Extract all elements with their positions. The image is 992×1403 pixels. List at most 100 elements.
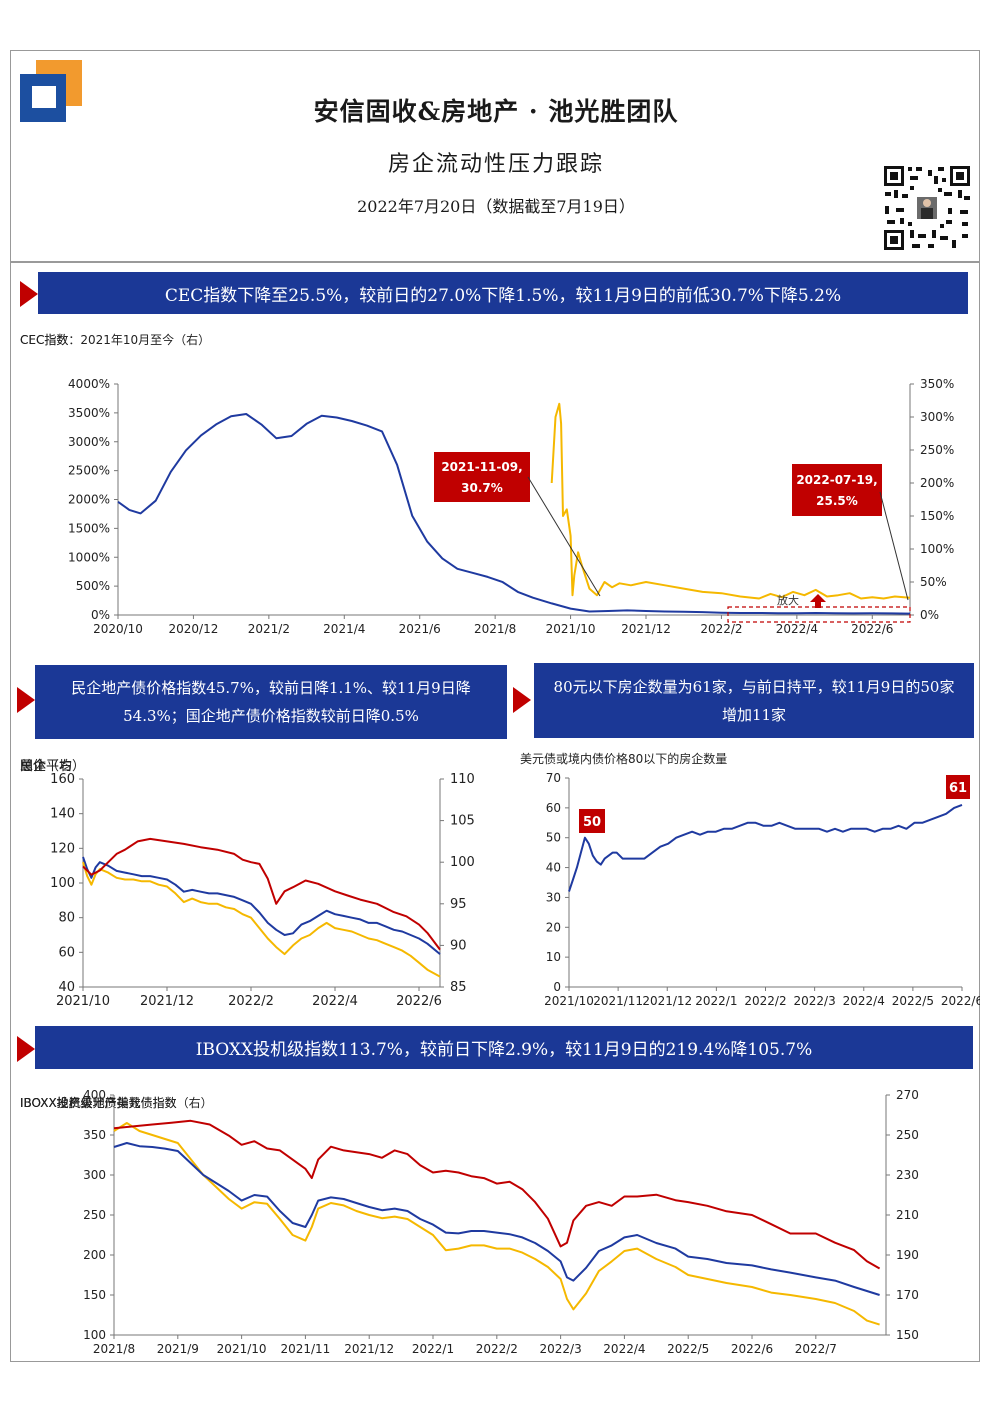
x-tick-label: 2021/8 (93, 1342, 135, 1356)
annotation-box-1 (579, 809, 605, 833)
y2-tick-label: 200% (920, 476, 954, 490)
banner-cec: CEC指数下降至25.5%，较前日的27.0%下降1.5%，较11月9日的前低3… (38, 272, 968, 314)
y-tick-label: 160 (50, 772, 75, 787)
x-tick-label: 2021/10 (217, 1342, 267, 1356)
y2-tick-label: 210 (896, 1208, 919, 1222)
x-tick-label: 2022/4 (776, 622, 818, 636)
y2-tick-label: 270 (896, 1088, 919, 1102)
y-tick-label: 1000% (68, 550, 110, 564)
legend-label: CEC指数：2021年10月至今（右） (20, 332, 210, 347)
x-tick-label: 2022/4 (603, 1342, 645, 1356)
series-line-1 (113, 1122, 880, 1326)
y-tick-label: 40 (546, 861, 561, 875)
report-subtitle: 房企流动性压力跟踪 (387, 152, 604, 177)
x-tick-label: 2021/9 (157, 1342, 199, 1356)
x-tick-label: 2021/10 (546, 622, 596, 636)
iboxx-chart: 400 350 300 250 200 150 100 270 250 230 210 190 170 1… (20, 1088, 919, 1356)
bond-price-chart: 160 140 120 100 80 60 40 110 105 100 95 90 85 2021/10… (20, 758, 475, 1009)
y2-tick-label: 250% (920, 443, 954, 457)
report-title: 安信固收&房地产 · 池光胜团队 (313, 97, 679, 126)
y2-tick-label: 105 (450, 814, 475, 829)
y-tick-label: 30 (546, 890, 561, 904)
y-tick-label: 1500% (68, 521, 110, 535)
y-tick-label: 350 (83, 1128, 106, 1142)
y-tick-label: 60 (58, 945, 75, 960)
y-tick-label: 20 (546, 920, 561, 934)
series-line-3 (113, 1119, 881, 1270)
series-line-1 (82, 856, 441, 955)
y2-tick-label: 95 (450, 897, 467, 912)
x-tick-label: 2022/5 (667, 1342, 709, 1356)
x-tick-label: 2022/1 (695, 994, 737, 1008)
y-tick-label: 250 (83, 1208, 106, 1222)
y-tick-label: 100 (50, 876, 75, 891)
x-tick-label: 2022/7 (795, 1342, 837, 1356)
x-tick-label: 2022/6 (941, 994, 980, 1008)
legend-label: 美元债或境内债价格80以下的房企数量 (520, 751, 727, 766)
series-line-2 (113, 1142, 880, 1296)
header-separator (10, 261, 980, 263)
series-line-2 (550, 402, 911, 600)
qr-code-icon (882, 164, 972, 252)
page-frame (10, 50, 980, 1362)
legend-label: IBOXX地产美元债指数 (20, 1095, 141, 1110)
legend-label: 总体平均 (20, 759, 72, 774)
banner-3-arrow-icon (513, 687, 531, 713)
cec-index-chart: 4000% 3500% 3000% 2500% 2000% 1500% 1000% 500% 0… (20, 332, 954, 636)
annotation-text: 30.7% (461, 481, 503, 495)
annotation-box-1 (434, 452, 530, 502)
y-tick-label: 400 (83, 1088, 106, 1102)
banner-iboxx: IBOXX投机级指数113.7%，较前日下降2.9%，较11月9日的219.4%… (35, 1026, 973, 1069)
x-tick-label: 2022/3 (794, 994, 836, 1008)
y-tick-label: 200 (83, 1248, 106, 1262)
y-tick-label: 3500% (68, 406, 110, 420)
series-line-1 (568, 803, 963, 892)
y-tick-label: 140 (50, 807, 75, 822)
annotation-leader-1 (527, 476, 601, 597)
y-tick-label: 80 (58, 911, 75, 926)
y-tick-label: 2500% (68, 464, 110, 478)
x-tick-label: 2022/5 (892, 994, 934, 1008)
annotation-box-2 (792, 464, 882, 516)
x-tick-label: 2022/6 (396, 994, 442, 1009)
y2-tick-label: 0% (920, 608, 939, 622)
y-tick-label: 40 (58, 980, 75, 995)
x-tick-label: 2021/8 (474, 622, 516, 636)
annotation-box-2 (946, 775, 970, 799)
x-tick-label: 2021/12 (140, 994, 194, 1009)
y2-tick-label: 300% (920, 410, 954, 424)
x-tick-label: 2022/1 (412, 1342, 454, 1356)
y-tick-label: 0 (553, 980, 561, 994)
legend-label: 民企 (20, 758, 46, 774)
banner-bond-price: 民企地产债价格指数45.7%，较前日降1.1%、较11月9日降54.3%；国企地… (35, 665, 507, 739)
y-tick-label: 4000% (68, 377, 110, 391)
y2-tick-label: 150% (920, 509, 954, 523)
x-tick-label: 2020/10 (93, 622, 143, 636)
y-tick-label: 2000% (68, 493, 110, 507)
x-tick-label: 2020/12 (168, 622, 218, 636)
banner-below80: 80元以下房企数量为61家，与前日持平，较11月9日的50家增加11家 (534, 663, 974, 738)
y-tick-label: 60 (546, 801, 561, 815)
legend-label: 国企（右） (20, 758, 85, 774)
legend-label: IBOXX投机级地产美元债指数 (20, 1095, 177, 1110)
x-tick-label: 2021/6 (399, 622, 441, 636)
y2-tick-label: 90 (450, 938, 467, 953)
x-tick-label: 2022/4 (843, 994, 885, 1008)
annotation-text: 25.5% (816, 494, 858, 508)
x-tick-label: 2022/6 (851, 622, 893, 636)
x-tick-label: 2021/10 (56, 994, 110, 1009)
x-tick-label: 2022/2 (744, 994, 786, 1008)
y-tick-label: 0% (91, 608, 110, 622)
x-tick-label: 2021/10 (544, 994, 594, 1008)
report-date: 2022年7月20日（数据截至7月19日） (357, 197, 635, 216)
y2-tick-label: 350% (920, 377, 954, 391)
x-tick-label: 2021/11 (593, 994, 643, 1008)
banner-2-arrow-icon (17, 687, 35, 713)
y2-tick-label: 50% (920, 575, 947, 589)
annotation-text: 2022-07-19, (796, 473, 877, 487)
x-tick-label: 2021/12 (344, 1342, 394, 1356)
legend-label: IBOXX投资级地产美元债指数（右） (20, 1095, 213, 1110)
y2-tick-label: 150 (896, 1328, 919, 1342)
y-tick-label: 70 (546, 771, 561, 785)
